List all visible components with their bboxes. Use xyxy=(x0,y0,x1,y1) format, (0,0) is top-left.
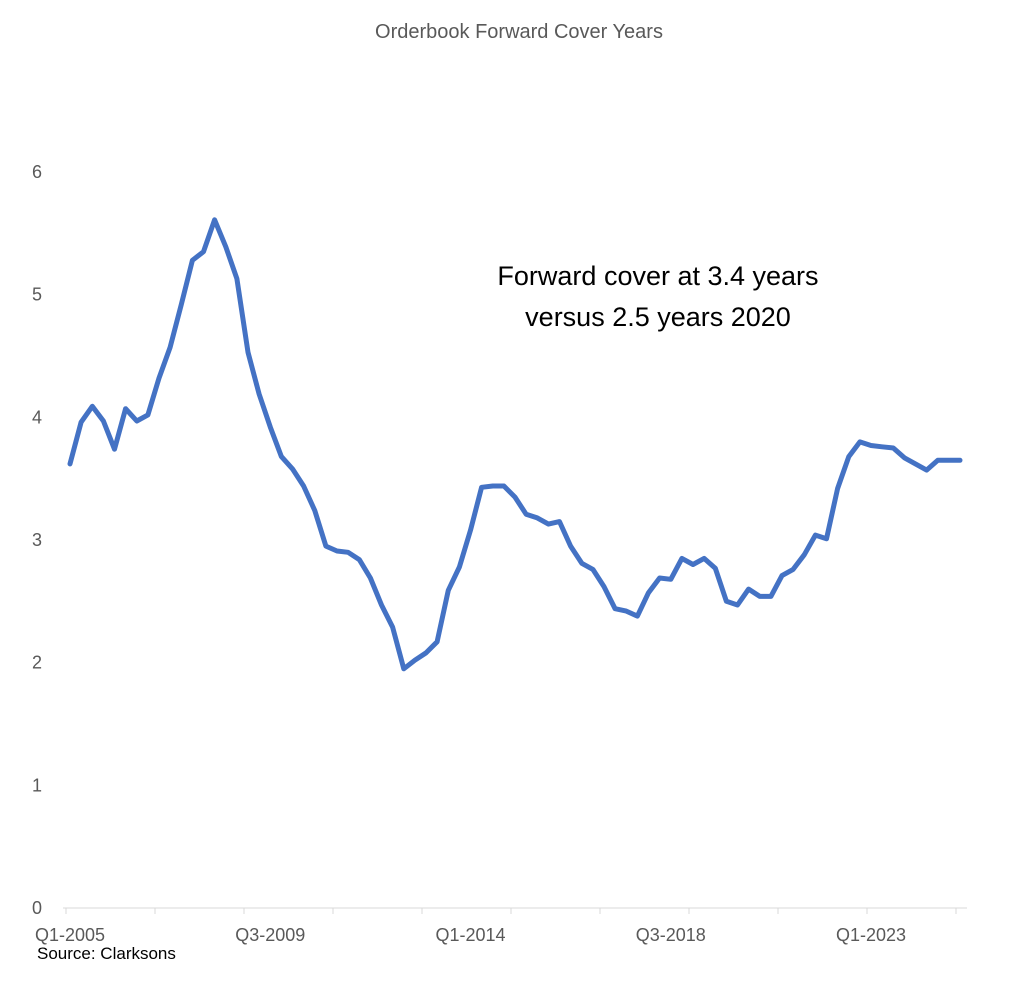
y-tick-label: 4 xyxy=(32,407,42,427)
x-axis-tick-labels: Q1-2005 Q3-2009 Q1-2014 Q3-2018 Q1-2023 xyxy=(35,925,906,945)
annotation-line-1: Forward cover at 3.4 years xyxy=(497,261,818,291)
x-tick-label: Q3-2018 xyxy=(636,925,706,945)
y-tick-label: 3 xyxy=(32,530,42,550)
x-tick-label: Q1-2005 xyxy=(35,925,105,945)
y-tick-label: 2 xyxy=(32,653,42,673)
x-tick-label: Q3-2009 xyxy=(235,925,305,945)
y-tick-label: 0 xyxy=(32,898,42,918)
x-tick-label: Q1-2014 xyxy=(435,925,505,945)
x-tick-label: Q1-2023 xyxy=(836,925,906,945)
x-axis-ticks xyxy=(65,908,957,914)
annotation-line-2: versus 2.5 years 2020 xyxy=(525,302,791,332)
y-axis-tick-labels: 0 1 2 3 4 5 6 xyxy=(32,162,42,918)
source-note: Source: Clarksons xyxy=(37,944,176,963)
y-tick-label: 1 xyxy=(32,775,42,795)
chart-title: Orderbook Forward Cover Years xyxy=(375,21,663,43)
y-tick-label: 6 xyxy=(32,162,42,182)
y-tick-label: 5 xyxy=(32,285,42,305)
forward-cover-line xyxy=(67,217,963,672)
